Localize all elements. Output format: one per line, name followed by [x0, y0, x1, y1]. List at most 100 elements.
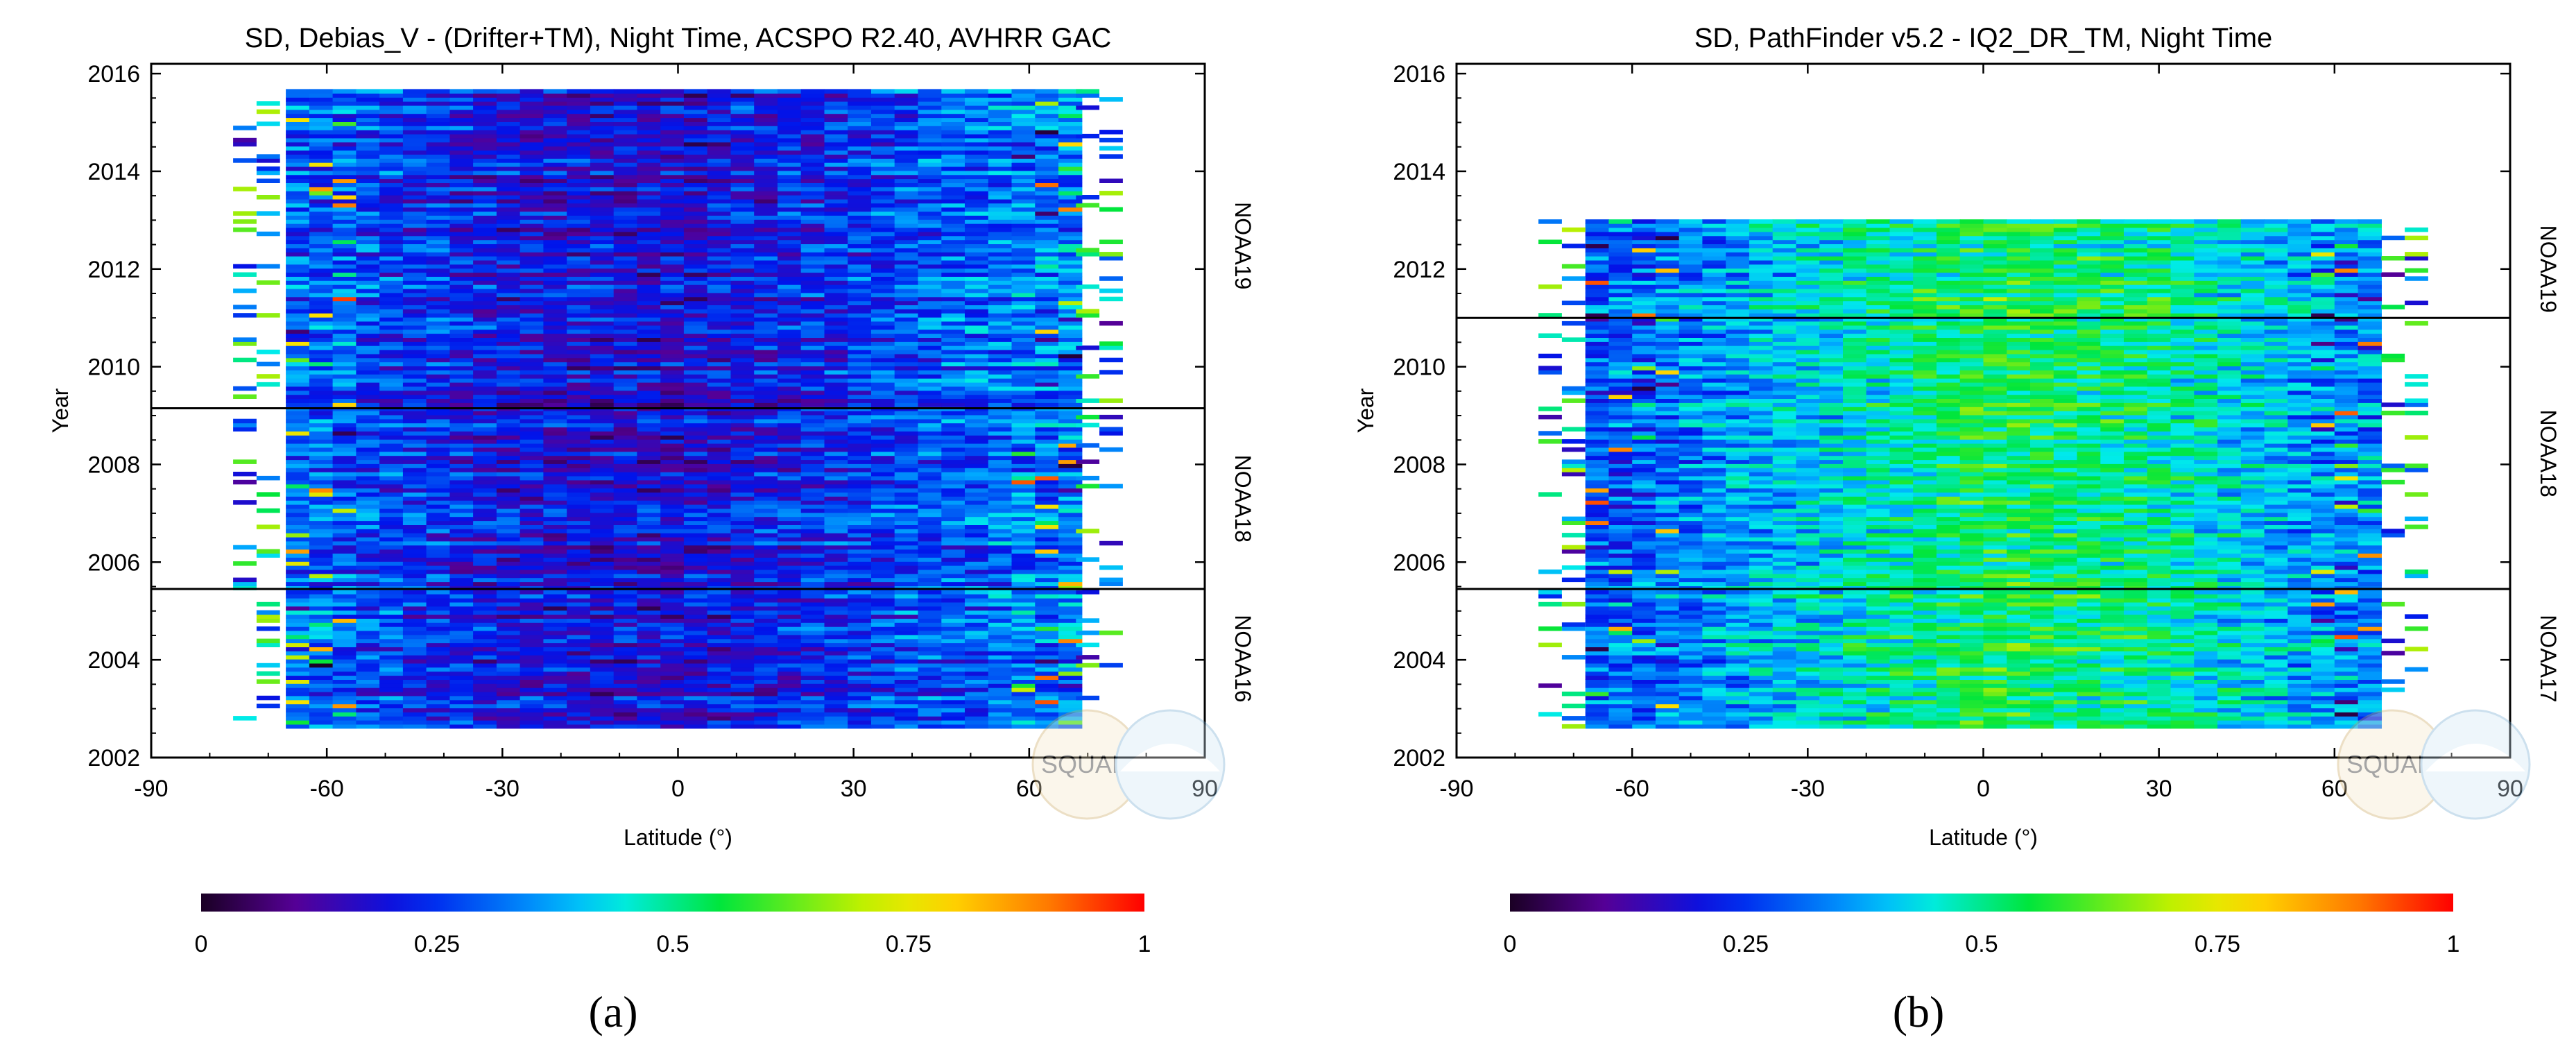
heatmap-cell	[894, 431, 919, 436]
heatmap-cell	[332, 724, 357, 729]
heatmap-cell	[754, 472, 778, 477]
heatmap-cell	[543, 284, 567, 289]
heatmap-cell	[871, 427, 895, 431]
heatmap-cell	[965, 227, 989, 232]
heatmap-cell	[567, 300, 591, 305]
heatmap-cell	[473, 162, 497, 167]
heatmap-cell	[356, 545, 380, 550]
heatmap-cell	[707, 447, 732, 452]
heatmap-cell	[941, 329, 965, 334]
heatmap-cell	[683, 357, 708, 363]
heatmap-cell	[824, 703, 848, 708]
heatmap-cell	[660, 272, 685, 277]
heatmap-cell	[754, 154, 778, 159]
heatmap-cell	[988, 211, 1013, 216]
heatmap-cell	[871, 708, 895, 712]
heatmap-cell	[379, 663, 404, 668]
heatmap-cell	[894, 366, 919, 370]
heatmap-cell	[426, 414, 450, 420]
heatmap-cell	[660, 309, 685, 314]
heatmap-cell	[332, 455, 357, 461]
heatmap-cell	[660, 622, 685, 627]
heatmap-cell	[824, 492, 848, 497]
heatmap-cell	[473, 431, 497, 436]
heatmap-cell	[356, 687, 380, 692]
heatmap-cell	[848, 447, 872, 452]
heatmap-cell	[590, 239, 615, 244]
heatmap-cell	[332, 398, 357, 403]
heatmap-cell	[567, 276, 591, 281]
heatmap-cell	[449, 536, 474, 542]
heatmap-cell	[824, 411, 848, 416]
heatmap-cell	[848, 708, 872, 712]
heatmap-cell	[1011, 655, 1036, 660]
heatmap-cell	[707, 219, 732, 224]
heatmap-cell	[590, 614, 615, 619]
heatmap-cell	[800, 443, 825, 448]
heatmap-cell	[965, 716, 989, 721]
heatmap-cell	[754, 496, 778, 501]
heatmap-cell	[449, 305, 474, 309]
heatmap-cell	[1099, 191, 1123, 196]
heatmap-cell	[520, 479, 544, 485]
heatmap-cell	[894, 634, 919, 640]
heatmap-cell	[965, 536, 989, 542]
heatmap-cell	[590, 252, 615, 257]
heatmap-cell	[848, 459, 872, 464]
heatmap-cell	[309, 280, 334, 285]
heatmap-cell	[567, 516, 591, 522]
heatmap-cell	[707, 610, 732, 615]
heatmap-cell	[894, 264, 919, 269]
heatmap-cell	[988, 651, 1013, 656]
heatmap-cell	[778, 524, 802, 529]
heatmap-cell	[707, 540, 732, 546]
heatmap-cell	[496, 496, 521, 501]
heatmap-cell	[1058, 512, 1083, 518]
heatmap-cell	[426, 516, 450, 522]
heatmap-cell	[543, 667, 567, 672]
heatmap-cell	[332, 329, 357, 334]
heatmap-cell	[871, 667, 895, 672]
heatmap-cell	[683, 361, 708, 367]
heatmap-cell	[848, 533, 872, 538]
heatmap-cell	[286, 500, 310, 505]
heatmap-cell	[941, 610, 965, 615]
heatmap-cell	[941, 272, 965, 277]
heatmap-cell	[824, 313, 848, 318]
heatmap-cell	[402, 529, 427, 533]
heatmap-cell	[848, 594, 872, 599]
heatmap-cell	[1011, 284, 1036, 289]
heatmap-cell	[918, 626, 942, 631]
heatmap-cell	[402, 317, 427, 322]
heatmap-cell	[637, 651, 661, 656]
heatmap-cell	[496, 235, 521, 241]
heatmap-cell	[496, 187, 521, 191]
heatmap-cell	[965, 272, 989, 277]
heatmap-cell	[918, 695, 942, 701]
heatmap-cell	[567, 536, 591, 542]
heatmap-cell	[332, 569, 357, 574]
heatmap-cell	[778, 679, 802, 684]
heatmap-cell	[473, 500, 497, 505]
heatmap-cell	[543, 378, 567, 383]
heatmap-cell	[800, 146, 825, 151]
heatmap-cell	[730, 329, 755, 334]
heatmap-cell	[894, 370, 919, 375]
heatmap-cell	[520, 536, 544, 542]
heatmap-cell	[543, 716, 567, 721]
heatmap-cell	[988, 309, 1013, 314]
heatmap-cell	[379, 655, 404, 660]
heatmap-cell	[988, 292, 1013, 298]
heatmap-cell	[286, 174, 310, 180]
heatmap-cell	[286, 329, 310, 334]
heatmap-cell	[356, 431, 380, 436]
heatmap-cell	[286, 675, 310, 680]
heatmap-cell	[730, 443, 755, 448]
heatmap-cell	[590, 211, 615, 216]
heatmap-cell	[590, 235, 615, 241]
heatmap-cell	[988, 402, 1013, 407]
heatmap-cell	[894, 243, 919, 248]
heatmap-cell	[496, 170, 521, 176]
heatmap-cell	[894, 418, 919, 424]
